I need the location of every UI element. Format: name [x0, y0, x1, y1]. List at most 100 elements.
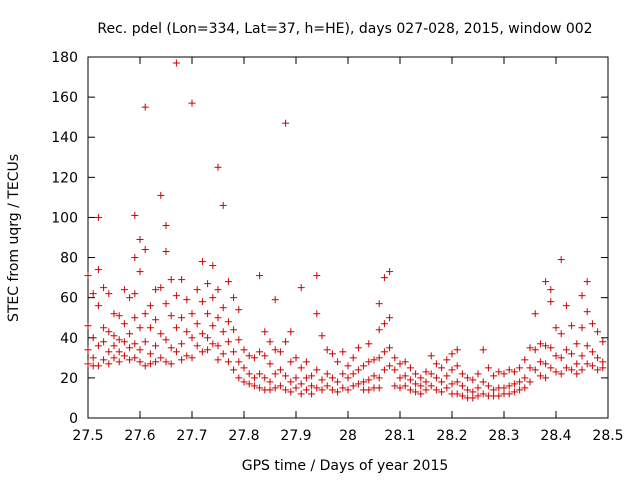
data-point: [386, 268, 394, 276]
data-point: [401, 382, 409, 390]
data-point: [136, 268, 144, 276]
data-point: [334, 388, 342, 396]
data-point: [204, 346, 212, 354]
x-tick-label: 27.7: [176, 428, 207, 444]
data-point: [438, 378, 446, 386]
data-point: [302, 358, 310, 366]
data-point: [318, 386, 326, 394]
data-point: [406, 376, 414, 384]
data-point: [313, 384, 321, 392]
y-tick-label: 120: [51, 170, 78, 186]
data-point: [120, 320, 128, 328]
x-tick-label: 27.6: [124, 428, 155, 444]
data-point: [105, 348, 113, 356]
data-point: [599, 358, 607, 366]
data-point: [536, 340, 544, 348]
data-point: [323, 382, 331, 390]
data-point: [308, 382, 316, 390]
data-point: [297, 390, 305, 398]
data-point: [261, 352, 269, 360]
data-point: [89, 354, 97, 362]
data-point: [521, 384, 529, 392]
data-point: [183, 296, 191, 304]
data-point: [547, 344, 555, 352]
data-point: [443, 384, 451, 392]
data-point: [188, 334, 196, 342]
data-point: [578, 366, 586, 374]
data-point: [136, 358, 144, 366]
data-point: [583, 360, 591, 368]
data-point: [204, 334, 212, 342]
data-point: [391, 382, 399, 390]
data-point: [188, 310, 196, 318]
data-point: [146, 350, 154, 358]
data-point: [323, 370, 331, 378]
data-point: [224, 318, 232, 326]
data-point: [568, 322, 576, 330]
data-point: [230, 326, 238, 334]
data-point: [261, 374, 269, 382]
data-point: [84, 272, 92, 280]
data-point: [126, 330, 134, 338]
data-point: [588, 348, 596, 356]
data-point: [479, 378, 487, 386]
data-point: [230, 366, 238, 374]
data-point: [162, 300, 170, 308]
data-point: [105, 290, 113, 298]
data-point: [375, 300, 383, 308]
data-point: [245, 370, 253, 378]
data-point: [578, 292, 586, 300]
data-point: [162, 248, 170, 256]
data-point: [162, 358, 170, 366]
data-point: [131, 290, 139, 298]
data-point: [115, 348, 123, 356]
data-point: [583, 342, 591, 350]
x-axis-title: GPS time / Days of year 2015: [242, 458, 449, 474]
data-point: [297, 364, 305, 372]
data-point: [526, 344, 534, 352]
data-point: [412, 370, 420, 378]
data-point: [292, 354, 300, 362]
data-point: [505, 390, 513, 398]
data-point: [557, 370, 565, 378]
data-point: [271, 384, 279, 392]
data-point: [235, 336, 243, 344]
data-point: [526, 364, 534, 372]
data-point: [339, 384, 347, 392]
data-point: [531, 310, 539, 318]
data-point: [521, 356, 529, 364]
data-point: [256, 370, 264, 378]
data-point: [152, 286, 160, 294]
data-point: [334, 358, 342, 366]
data-point: [422, 386, 430, 394]
data-point: [297, 380, 305, 388]
data-point: [100, 338, 108, 346]
data-point: [188, 99, 196, 107]
data-point: [224, 338, 232, 346]
data-point: [458, 392, 466, 400]
data-point: [526, 378, 534, 386]
data-point: [250, 354, 258, 362]
data-point: [474, 392, 482, 400]
data-point: [583, 278, 591, 286]
data-point: [479, 390, 487, 398]
data-point: [162, 221, 170, 229]
data-point: [453, 390, 461, 398]
data-point: [141, 246, 149, 254]
data-point: [500, 384, 508, 392]
data-point: [126, 344, 134, 352]
data-point: [94, 213, 102, 221]
data-point: [406, 364, 414, 372]
data-point: [266, 378, 274, 386]
chart-title: Rec. pdel (Lon=334, Lat=37, h=HE), days …: [97, 21, 592, 37]
x-tick-label: 28.3: [488, 428, 519, 444]
data-point: [458, 370, 466, 378]
data-point: [230, 348, 238, 356]
data-point: [417, 390, 425, 398]
data-point: [224, 358, 232, 366]
data-point: [266, 338, 274, 346]
data-point: [276, 348, 284, 356]
data-point: [339, 370, 347, 378]
data-point: [105, 360, 113, 368]
data-point: [84, 322, 92, 330]
